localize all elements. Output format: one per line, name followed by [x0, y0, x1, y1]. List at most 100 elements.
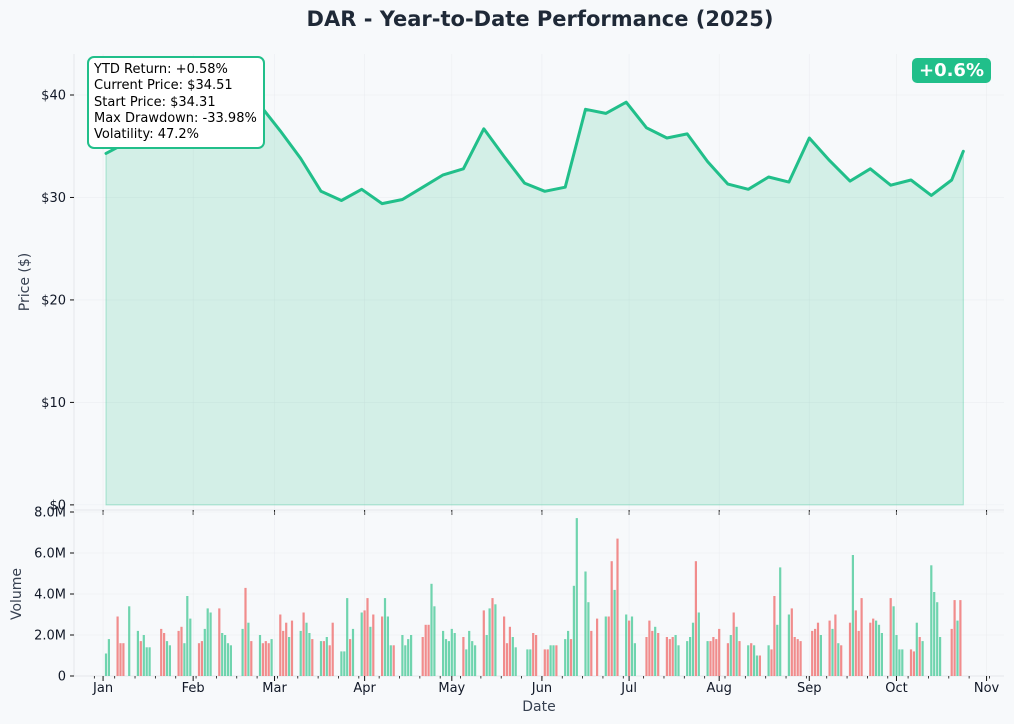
volume-bar — [718, 628, 721, 676]
volume-bar — [633, 643, 636, 676]
volume-bar — [814, 628, 817, 676]
volume-bar — [555, 645, 558, 677]
volume-bar — [915, 622, 918, 676]
volume-bar — [848, 622, 852, 676]
volume-bar — [482, 610, 485, 676]
volume-bar — [279, 614, 282, 676]
volume-bar — [564, 639, 567, 676]
volume-bar — [349, 639, 352, 676]
volume-bar — [447, 641, 450, 676]
stat-current-price: Current Price: $34.51 — [94, 78, 233, 94]
volume-bar — [755, 655, 759, 676]
volume-bar — [587, 602, 590, 676]
volume-bar — [604, 616, 607, 676]
volume-bar — [104, 653, 108, 676]
volume-bar — [735, 626, 738, 676]
volume-bar — [494, 604, 497, 677]
volume-bar — [462, 637, 465, 676]
volume-bar — [750, 643, 753, 676]
volume-bar — [729, 635, 732, 676]
volume-bar — [206, 608, 209, 676]
volume-y-axis-label: Volume — [9, 568, 25, 620]
volume-bar — [160, 628, 163, 676]
volume-bar — [319, 641, 323, 676]
volume-bar — [816, 622, 820, 676]
volume-y-tick-label: 8.0M — [34, 506, 66, 521]
volume-bar — [282, 630, 285, 676]
volume-bar — [790, 608, 793, 676]
volume-bar — [738, 641, 741, 676]
date-x-ticks: Jan Feb Mar Apr May Jun Jul Aug Sep Oct Nov — [92, 676, 1000, 696]
volume-bar — [491, 598, 494, 676]
volume-bar — [430, 583, 433, 677]
volume-bar — [383, 598, 387, 676]
price-y-ticks: $0 $10 $20 $30 $40 — [41, 88, 74, 513]
volume-bar — [288, 637, 291, 676]
volume-bar — [453, 633, 456, 676]
volume-bar — [311, 639, 314, 676]
volume-bar — [285, 622, 288, 676]
volume-bar — [567, 630, 570, 676]
volume-bar — [657, 633, 660, 676]
volume-bar — [674, 635, 677, 676]
volume-bar — [369, 626, 372, 676]
volume-bar — [346, 598, 349, 676]
volume-panel: 0 2.0M 4.0M 6.0M 8.0M Jan Feb Mar Apr May Jun Jul A… — [9, 506, 1004, 715]
price-y-axis-label: Price ($) — [17, 253, 33, 311]
volume-bar — [543, 649, 546, 676]
volume-bars — [104, 518, 962, 677]
price-y-tick-label: $30 — [41, 191, 66, 206]
volume-bar — [264, 641, 267, 676]
volume-bar — [953, 600, 956, 676]
price-y-tick-label: $10 — [41, 396, 66, 411]
volume-bar — [686, 641, 689, 676]
volume-bar — [116, 616, 119, 676]
volume-bar — [503, 616, 506, 676]
volume-bar — [505, 643, 509, 676]
ytd-return-badge: +0.6% — [911, 58, 991, 83]
volume-bar — [793, 637, 796, 676]
volume-bar — [250, 641, 253, 676]
volume-bar — [694, 561, 697, 676]
volume-bar — [691, 622, 695, 676]
volume-bar — [241, 628, 244, 676]
stat-ytd-return: YTD Return: +0.58% — [94, 62, 228, 77]
volume-bar — [142, 635, 145, 676]
date-x-tick-label: May — [438, 681, 465, 696]
volume-bar — [889, 598, 892, 676]
volume-bar — [959, 600, 962, 676]
volume-bar — [831, 628, 834, 676]
volume-bar — [651, 630, 654, 676]
volume-y-tick-label: 6.0M — [34, 547, 66, 562]
date-x-tick-label: Jun — [531, 681, 552, 696]
volume-bar — [325, 637, 328, 676]
volume-bar — [343, 651, 346, 676]
volume-bar — [226, 643, 230, 676]
volume-bar — [933, 592, 936, 676]
volume-bar — [532, 633, 535, 676]
date-x-tick-label: Sep — [797, 681, 822, 696]
volume-bar — [136, 630, 139, 676]
volume-bar — [328, 645, 331, 677]
volume-bar — [645, 637, 648, 676]
volume-bar — [918, 637, 921, 676]
volume-bar — [218, 608, 221, 676]
volume-bar — [122, 643, 125, 676]
volume-y-tick-label: 0 — [58, 670, 66, 685]
volume-bar — [128, 606, 131, 676]
volume-bar — [773, 596, 776, 676]
volume-bar — [671, 637, 674, 676]
volume-bar — [148, 647, 151, 676]
volume-bar — [168, 645, 171, 677]
price-y-tick-label: $40 — [41, 88, 66, 103]
volume-bar — [322, 641, 325, 676]
volume-bar — [779, 567, 782, 676]
volume-bar — [444, 639, 448, 676]
volume-bar — [508, 626, 511, 676]
volume-bar — [535, 635, 538, 676]
date-x-tick-label: Mar — [262, 681, 287, 696]
price-y-tick-label: $20 — [41, 293, 66, 308]
volume-bar — [229, 645, 232, 677]
volume-bar — [209, 612, 212, 676]
volume-bar — [715, 639, 718, 676]
